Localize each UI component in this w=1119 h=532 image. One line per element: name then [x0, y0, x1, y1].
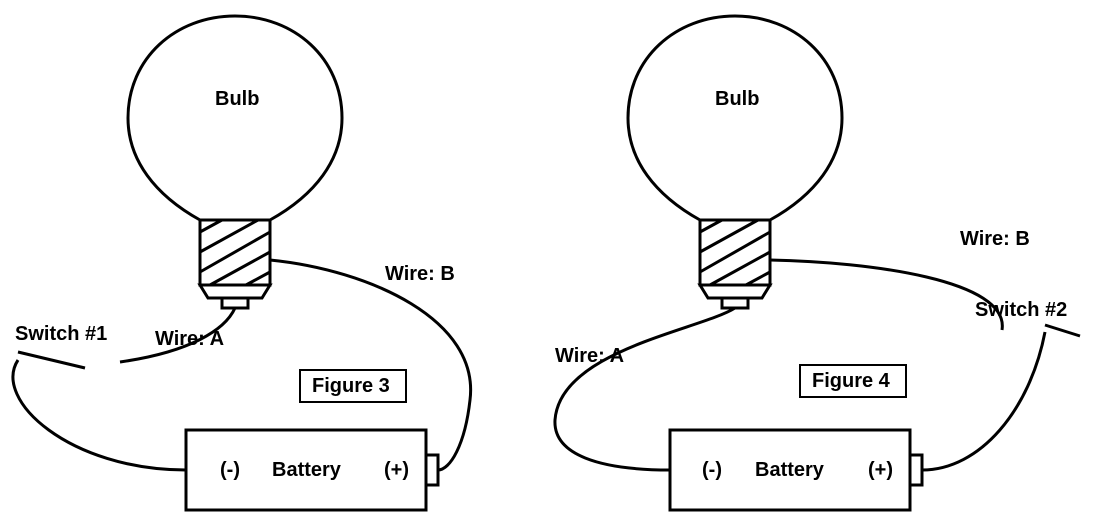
- wire-b-bottom: [922, 332, 1045, 470]
- figure3-label: Figure 3: [312, 375, 390, 397]
- wire-a-to-battery: [13, 360, 186, 470]
- figure3-circuit: Bulb Wire: A Switch #1 Wire: B Figure 3 …: [13, 16, 471, 510]
- wire-a-label: Wire: A: [155, 328, 224, 350]
- bulb-glass: [128, 16, 342, 220]
- bulb-glass: [628, 16, 842, 220]
- battery-pos: (+): [868, 459, 893, 481]
- battery-pos: (+): [384, 459, 409, 481]
- bulb-label: Bulb: [715, 88, 759, 110]
- switch1-lever: [18, 352, 85, 368]
- battery-label: Battery: [272, 459, 342, 481]
- wire-b-label: Wire: B: [385, 263, 455, 285]
- battery-neg: (-): [702, 459, 722, 481]
- battery-neg: (-): [220, 459, 240, 481]
- figure4-circuit: Bulb Wire: A Wire: B Switch #2 Figure 4 …: [555, 16, 1080, 510]
- switch2-lever: [1045, 325, 1080, 336]
- bulb-label: Bulb: [215, 88, 259, 110]
- wire-a-label: Wire: A: [555, 345, 624, 367]
- switch2-label: Switch #2: [975, 299, 1067, 321]
- battery-label: Battery: [755, 459, 825, 481]
- wire-b-top: [770, 260, 1002, 330]
- switch1-label: Switch #1: [15, 323, 107, 345]
- wire-b-label: Wire: B: [960, 228, 1030, 250]
- bulb-base: [700, 220, 770, 308]
- figure4-label: Figure 4: [812, 370, 891, 392]
- bulb-base: [200, 220, 270, 308]
